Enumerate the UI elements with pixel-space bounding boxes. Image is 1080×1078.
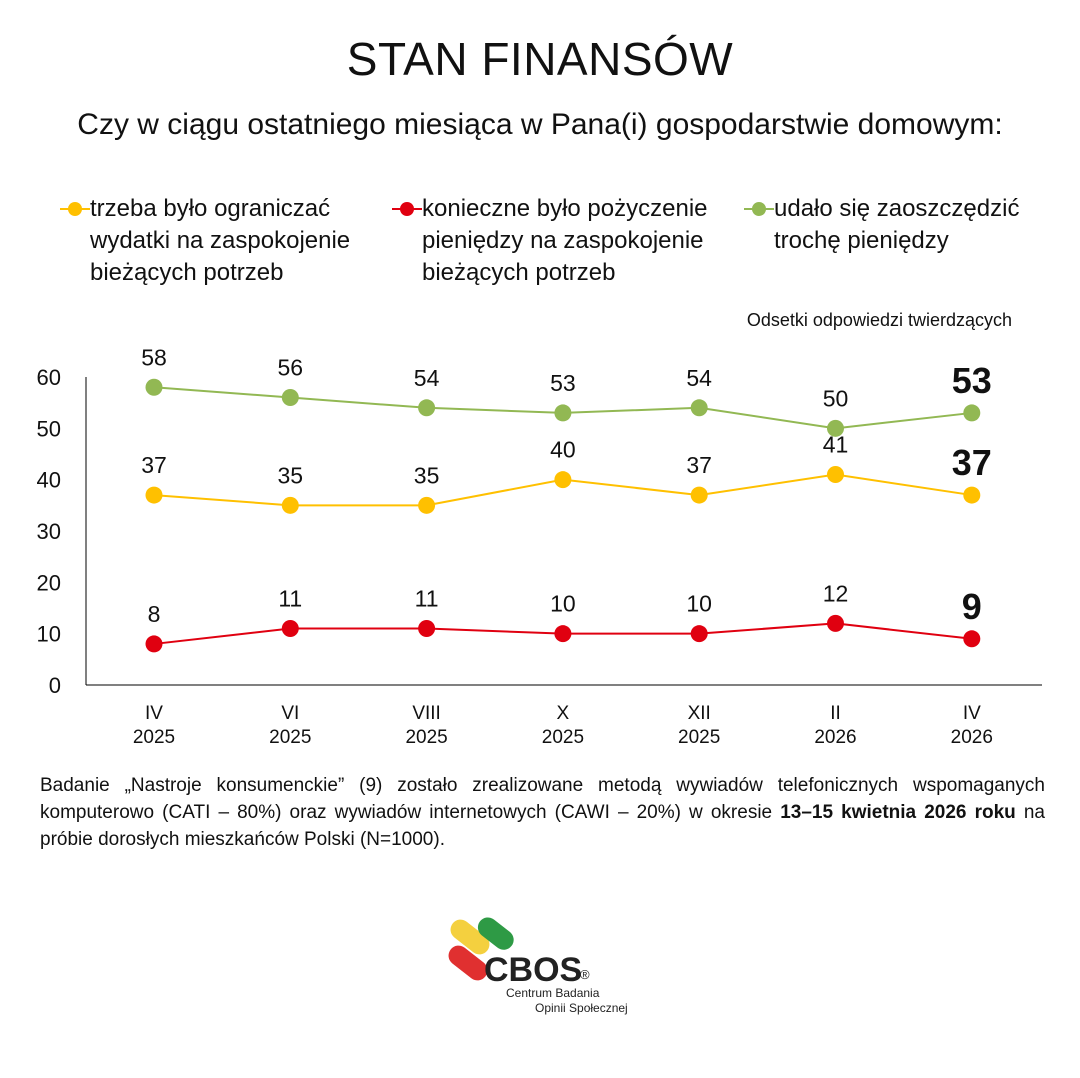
x-tick-label-month: VIII bbox=[412, 703, 441, 724]
data-point bbox=[281, 620, 299, 638]
data-label: 11 bbox=[278, 586, 302, 612]
x-tick-label-month: XII bbox=[688, 703, 711, 724]
cbos-logo: CBOS ® Centrum Badania Opinii Społecznej bbox=[440, 915, 660, 1025]
data-point bbox=[963, 404, 981, 422]
data-point bbox=[145, 635, 163, 653]
y-tick-label: 10 bbox=[37, 622, 61, 647]
footnote-date: 13–15 kwietnia 2026 roku bbox=[780, 802, 1016, 823]
data-point bbox=[418, 620, 436, 638]
question-subtitle: Czy w ciągu ostatniego miesiąca w Pana(i… bbox=[77, 108, 1003, 141]
data-label: 12 bbox=[823, 580, 849, 606]
logo-line2: Opinii Społecznej bbox=[535, 1001, 628, 1015]
logo-line1: Centrum Badania bbox=[506, 986, 600, 1000]
x-tick-label-year: 2025 bbox=[678, 727, 720, 748]
cbos-logo-icon: CBOS ® Centrum Badania Opinii Społecznej bbox=[448, 917, 628, 1015]
data-label: 50 bbox=[823, 385, 849, 411]
legend-marker-icon bbox=[392, 202, 422, 216]
legend-label: konieczne było pożyczenie pieniędzy na z… bbox=[422, 195, 708, 286]
units-note: Odsetki odpowiedzi twierdzących bbox=[746, 310, 1012, 330]
data-label: 9 bbox=[962, 586, 982, 627]
data-point bbox=[827, 466, 844, 484]
data-label: 54 bbox=[686, 365, 712, 391]
y-tick-label: 0 bbox=[49, 673, 61, 698]
data-point bbox=[963, 486, 981, 504]
x-tick-label-year: 2025 bbox=[542, 727, 584, 748]
data-point bbox=[827, 614, 844, 632]
x-tick-label-year: 2025 bbox=[405, 727, 447, 748]
line-chart: 0 10 20 30 40 50 60 IV 2025 VI 2025 VIII 2025 X 2025 XI… bbox=[37, 344, 1042, 748]
footnote-text: Badanie „Nastroje konsumenckie” (9) zost… bbox=[40, 775, 1045, 823]
x-tick-label-month: VI bbox=[281, 703, 299, 724]
data-label: 37 bbox=[141, 452, 167, 478]
data-label: 53 bbox=[550, 370, 576, 396]
chart-legend: trzeba było ograniczać wydatki na zaspok… bbox=[0, 193, 1080, 293]
data-point bbox=[554, 404, 572, 422]
data-label: 53 bbox=[952, 360, 992, 401]
data-point bbox=[690, 399, 708, 417]
x-tick-label-month: II bbox=[830, 703, 841, 724]
y-tick-label: 50 bbox=[37, 416, 61, 441]
logo-name: CBOS bbox=[484, 951, 582, 989]
legend-item-restrict-spending: trzeba było ograniczać wydatki na zaspok… bbox=[60, 193, 390, 289]
footnote-text-end: na próbie dorosłych mieszkańców Polski (… bbox=[40, 802, 1045, 850]
data-point bbox=[145, 486, 163, 504]
y-tick-label: 40 bbox=[37, 468, 61, 493]
data-point bbox=[418, 496, 436, 514]
data-point bbox=[690, 625, 708, 643]
x-tick-label-month: IV bbox=[963, 703, 981, 724]
data-label: 37 bbox=[686, 452, 712, 478]
methodology-footnote: Badanie „Nastroje konsumenckie” (9) zost… bbox=[40, 772, 1045, 853]
data-point bbox=[554, 471, 572, 489]
data-point bbox=[418, 399, 436, 417]
legend-label: udało się zaoszczędzić trochę pieniędzy bbox=[774, 195, 1020, 254]
x-tick-label-year: 2025 bbox=[133, 727, 175, 748]
y-tick-label: 60 bbox=[37, 365, 61, 390]
data-label: 8 bbox=[148, 601, 161, 627]
data-point bbox=[281, 389, 299, 407]
data-point bbox=[554, 625, 572, 643]
x-tick-label-month: IV bbox=[145, 703, 163, 724]
x-tick-label-year: 2025 bbox=[269, 727, 311, 748]
x-tick-label-year: 2026 bbox=[951, 727, 993, 748]
data-label: 58 bbox=[141, 344, 167, 370]
data-label: 37 bbox=[952, 442, 992, 483]
data-point bbox=[281, 496, 299, 514]
data-point bbox=[690, 486, 708, 504]
logo-registered: ® bbox=[580, 967, 590, 982]
legend-item-saved-money: udało się zaoszczędzić trochę pieniędzy bbox=[744, 193, 1074, 257]
data-point bbox=[145, 378, 163, 396]
y-tick-label: 30 bbox=[37, 519, 61, 544]
data-label: 10 bbox=[686, 591, 712, 617]
data-label: 54 bbox=[414, 365, 440, 391]
data-label: 35 bbox=[414, 462, 440, 488]
x-tick-label-year: 2026 bbox=[814, 727, 856, 748]
x-tick-label-month: X bbox=[557, 703, 570, 724]
legend-label: trzeba było ograniczać wydatki na zaspok… bbox=[90, 195, 351, 286]
data-label: 35 bbox=[278, 462, 304, 488]
legend-item-borrow-money: konieczne było pożyczenie pieniędzy na z… bbox=[392, 193, 722, 289]
legend-marker-icon bbox=[60, 202, 90, 216]
data-label: 11 bbox=[415, 586, 439, 612]
data-point bbox=[827, 419, 844, 437]
data-label: 56 bbox=[278, 355, 304, 381]
legend-marker-icon bbox=[744, 202, 774, 216]
data-label: 40 bbox=[550, 437, 576, 463]
data-label: 10 bbox=[550, 591, 576, 617]
y-tick-label: 20 bbox=[37, 570, 61, 595]
page-title: STAN FINANSÓW bbox=[346, 33, 734, 85]
data-point bbox=[963, 630, 981, 648]
